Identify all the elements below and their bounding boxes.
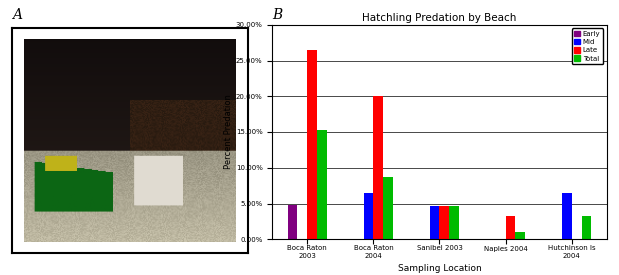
- Bar: [506, 216, 516, 239]
- Bar: [449, 206, 459, 239]
- Bar: [581, 216, 591, 239]
- Legend: Early, Mid, Late, Total: Early, Mid, Late, Total: [571, 28, 603, 64]
- Bar: [318, 130, 327, 239]
- Bar: [383, 177, 393, 239]
- Bar: [373, 96, 383, 239]
- Bar: [308, 50, 318, 239]
- Bar: [439, 206, 449, 239]
- Text: B: B: [272, 8, 283, 22]
- Y-axis label: Percent Predation: Percent Predation: [224, 95, 233, 169]
- Text: A: A: [12, 8, 22, 22]
- X-axis label: Sampling Location: Sampling Location: [397, 264, 482, 273]
- Bar: [561, 193, 571, 239]
- Bar: [288, 205, 298, 239]
- Bar: [363, 193, 373, 239]
- Bar: [516, 232, 526, 239]
- Title: Hatchling Predation by Beach: Hatchling Predation by Beach: [362, 13, 517, 23]
- Bar: [430, 206, 439, 239]
